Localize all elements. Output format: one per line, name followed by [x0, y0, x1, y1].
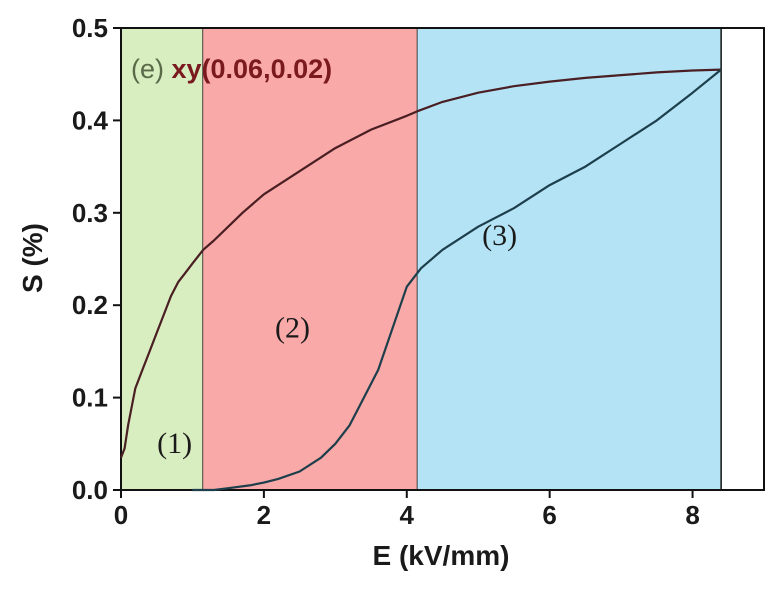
plot-frame — [120, 27, 765, 491]
region-shading: (1) (2) (3) — [121, 28, 722, 490]
series-line-2 — [192, 68, 722, 492]
region-2-label: (2) — [275, 312, 310, 345]
x-tick-label: 8 — [685, 500, 699, 530]
region-2-shading — [203, 28, 418, 490]
panel-label-prefix: (e) — [131, 54, 172, 84]
x-tick-label: 6 — [542, 500, 556, 530]
panel-label: (e) xy(0.06,0.02) — [131, 54, 332, 84]
series-line-1 — [119, 68, 722, 459]
axis-ticks: 0 2 4 6 8 0.0 0.1 0.2 0.3 0.4 0.5 — [72, 13, 700, 530]
region-3-shading — [417, 28, 722, 490]
region-3-label: (3) — [482, 219, 517, 252]
y-tick-label: 0.3 — [72, 198, 108, 228]
y-tick-label: 0.2 — [72, 290, 108, 320]
region-1-shading — [121, 28, 204, 490]
x-axis-title: E (kV/mm) — [373, 540, 510, 571]
panel-label-text: xy(0.06,0.02) — [172, 54, 333, 84]
y-tick-label: 0.4 — [72, 105, 109, 135]
y-tick-label: 0.1 — [72, 383, 108, 413]
y-axis-title: S (%) — [17, 223, 48, 293]
y-tick-label: 0.5 — [72, 13, 108, 43]
x-tick-label: 0 — [114, 500, 128, 530]
x-tick-label: 2 — [257, 500, 271, 530]
series-lines — [119, 68, 722, 492]
region-1-label: (1) — [157, 427, 192, 460]
x-tick-label: 4 — [400, 500, 415, 530]
y-tick-label: 0.0 — [72, 475, 108, 505]
plot-area — [120, 27, 765, 491]
